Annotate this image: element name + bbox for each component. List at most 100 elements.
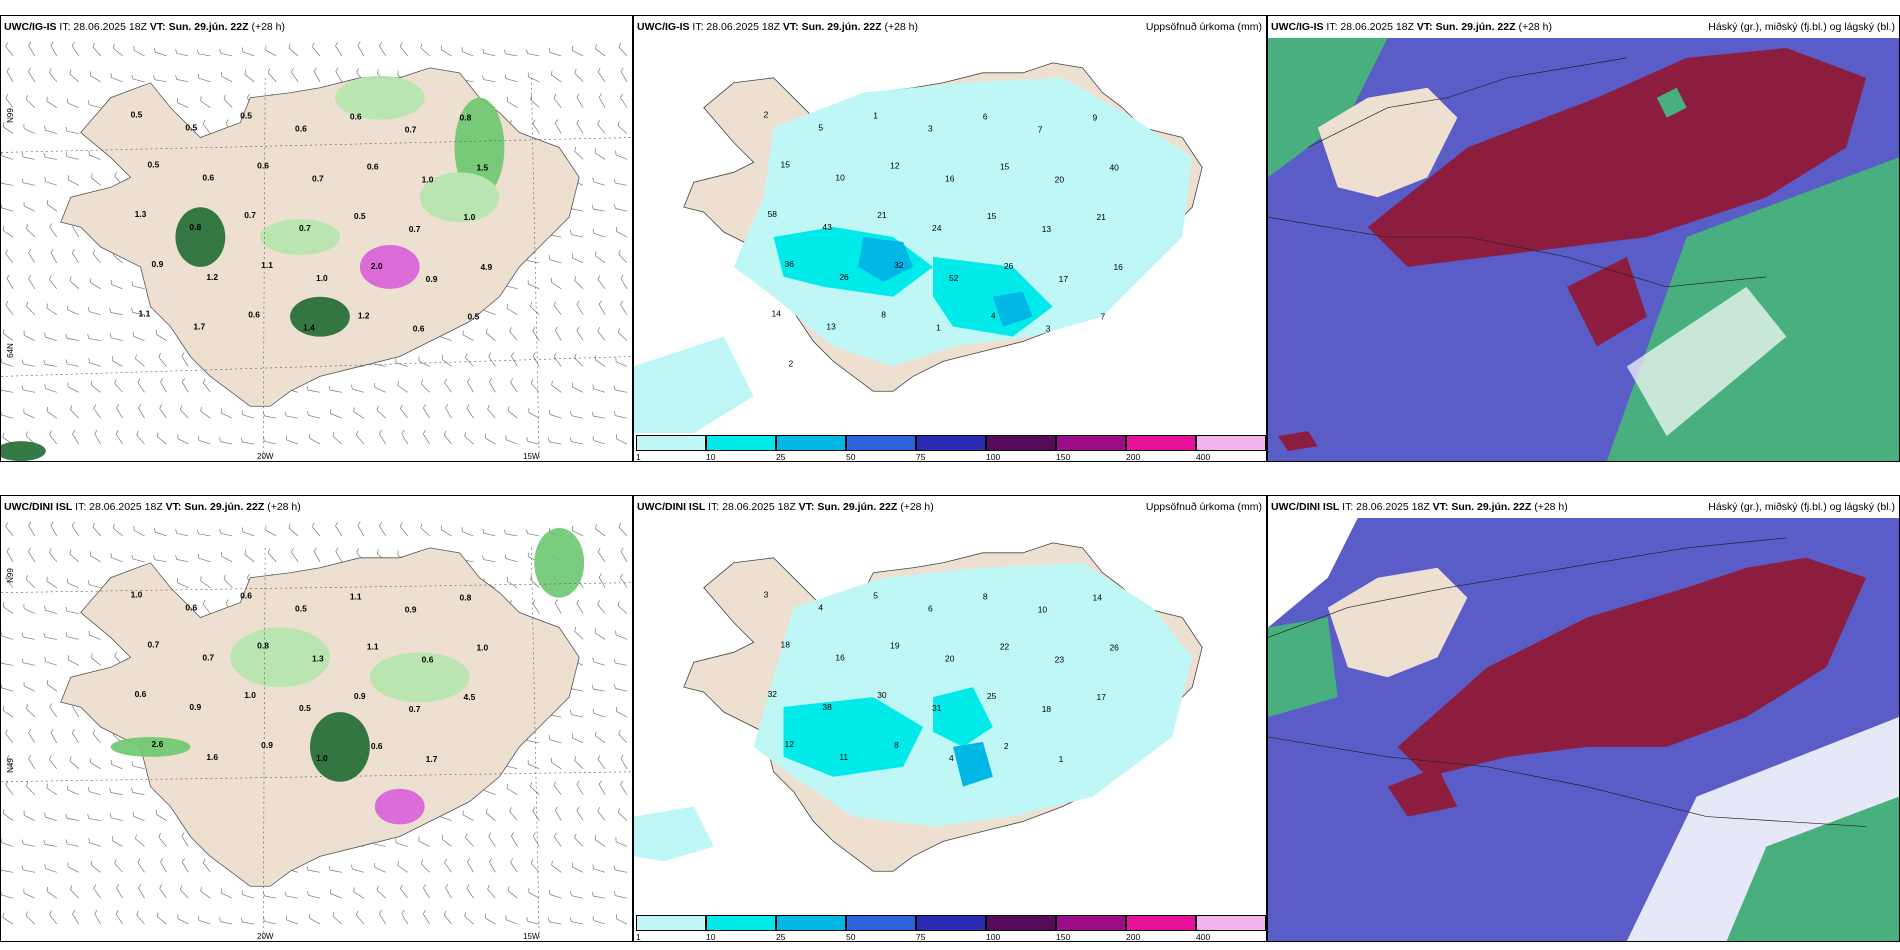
wind-barb <box>244 550 255 563</box>
wind-barb <box>69 69 79 83</box>
wind-barb <box>330 409 343 419</box>
panel-top-precip: UWC/IG-IS IT: 28.06.2025 18Z VT: Sun. 29… <box>633 15 1267 462</box>
colorbar-tick: 75 <box>916 452 926 462</box>
wind-barb <box>507 886 518 899</box>
wind-barb <box>506 304 518 315</box>
wind-barb <box>46 303 58 315</box>
wind-barb <box>485 328 496 341</box>
wind-barb <box>466 884 474 899</box>
wind-barb <box>618 522 628 537</box>
wind-barb <box>328 385 342 393</box>
wind-barb <box>510 378 518 393</box>
wind-barb <box>553 352 562 367</box>
wind-barb <box>597 600 606 614</box>
wind-barb <box>357 521 365 537</box>
wind-value-label: 0.7 <box>409 704 421 714</box>
wind-barb <box>554 119 562 134</box>
wind-value-label: 0.7 <box>202 652 214 662</box>
wind-barb <box>44 605 57 614</box>
model-label: UWC/DINI ISL <box>1271 501 1340 513</box>
wind-value-label: 1.0 <box>464 212 476 222</box>
wind-barb <box>131 554 145 563</box>
wind-barb <box>335 41 343 57</box>
wind-barb <box>219 528 233 537</box>
wind-barb <box>597 275 606 290</box>
wind-value-label: 0.9 <box>426 274 438 284</box>
wind-value-label: 0.6 <box>135 689 147 699</box>
precip-value-label: 8 <box>894 740 899 750</box>
wind-barb <box>376 885 387 899</box>
wind-value-label: 0.8 <box>460 593 472 603</box>
wind-barb <box>530 859 540 873</box>
panel-title: Háský (gr.), miðský (fj.bl.) og lágský (… <box>1708 501 1895 513</box>
wind-barb <box>613 204 628 212</box>
wind-value-label: 0.6 <box>202 172 214 182</box>
colorbar-swatch <box>636 435 706 451</box>
wind-value-label: 1.0 <box>316 273 328 283</box>
wind-barb <box>553 832 562 847</box>
wind-barb <box>21 865 35 873</box>
wind-barb <box>175 74 189 83</box>
valid-time: VT: Sun. 29.jún. 22Z <box>149 21 249 33</box>
wind-barb <box>67 862 79 873</box>
wind-barb <box>595 44 606 57</box>
wind-value-label: 0.6 <box>350 112 362 122</box>
wind-barb <box>72 909 80 925</box>
wind-barb <box>374 862 386 873</box>
wind-barb <box>528 408 540 419</box>
panel-title: Uppsöfnuð úrkoma (mm) <box>1145 21 1262 33</box>
wind-barb <box>181 832 189 847</box>
precip-value-label: 6 <box>928 604 933 614</box>
precip-value-label: 3 <box>764 590 769 600</box>
wind-barb <box>132 331 145 341</box>
precip-value-label: 36 <box>785 259 795 269</box>
wind-barb <box>262 411 277 419</box>
wind-barb <box>2 913 14 925</box>
wind-barb <box>576 119 584 134</box>
wind-barb <box>576 599 584 614</box>
wind-barb <box>87 580 101 589</box>
precip-value-label: 4 <box>949 753 954 763</box>
wind-barb <box>306 865 321 873</box>
wind-map-svg: 1.0 0.6 0.6 0.5 1.1 0.9 0.8 0.7 0.7 0.8 1.3 1.1 0.6 1… <box>1 521 632 941</box>
wind-barb <box>44 125 57 134</box>
wind-barb <box>67 578 79 588</box>
wind-value-label: 0.5 <box>354 211 366 221</box>
wind-barb <box>1 385 14 393</box>
wind-barb <box>156 432 167 445</box>
wind-barb <box>6 547 14 562</box>
wind-barb <box>620 547 628 562</box>
precip-colorbar: 1 10 25 50 75 100 150 200 400 <box>634 913 1266 941</box>
wind-barb <box>423 884 430 899</box>
wind-barb <box>576 326 584 341</box>
wind-barb <box>576 93 584 108</box>
wind-barb <box>90 380 101 393</box>
wind-barb <box>67 655 79 666</box>
wind-barb <box>90 278 101 290</box>
colorbar-tick: 1 <box>636 932 641 942</box>
wind-barb <box>423 404 430 419</box>
wind-barb <box>90 71 101 83</box>
wind-barb <box>554 806 562 821</box>
wind-barb <box>93 884 101 899</box>
wind-barb <box>240 917 255 925</box>
colorbar-swatch <box>1056 435 1126 451</box>
wind-barb <box>262 891 277 899</box>
wind-barb <box>330 889 343 899</box>
wind-barb <box>598 93 606 108</box>
wind-barb <box>90 551 101 563</box>
wind-map: 1.0 0.6 0.6 0.5 1.1 0.9 0.8 0.7 0.7 0.8 1.3 1.1 0.6 1… <box>1 518 632 941</box>
wind-barb <box>464 431 474 445</box>
colorbar-tick: 25 <box>776 932 786 942</box>
wind-barb <box>553 301 562 315</box>
wind-value-label: 0.6 <box>422 654 434 664</box>
wind-barb <box>50 248 58 264</box>
wind-value-label: 1.2 <box>206 272 218 282</box>
valid-time: VT: Sun. 29.jún. 22Z <box>1432 501 1532 513</box>
wind-value-label: 0.6 <box>257 160 269 170</box>
wind-barb <box>532 119 540 134</box>
wind-barb <box>527 72 540 83</box>
colorbar-tick: 1 <box>636 452 641 462</box>
wind-barb <box>177 434 189 445</box>
valid-time: VT: Sun. 29.jún. 22Z <box>1416 21 1516 33</box>
